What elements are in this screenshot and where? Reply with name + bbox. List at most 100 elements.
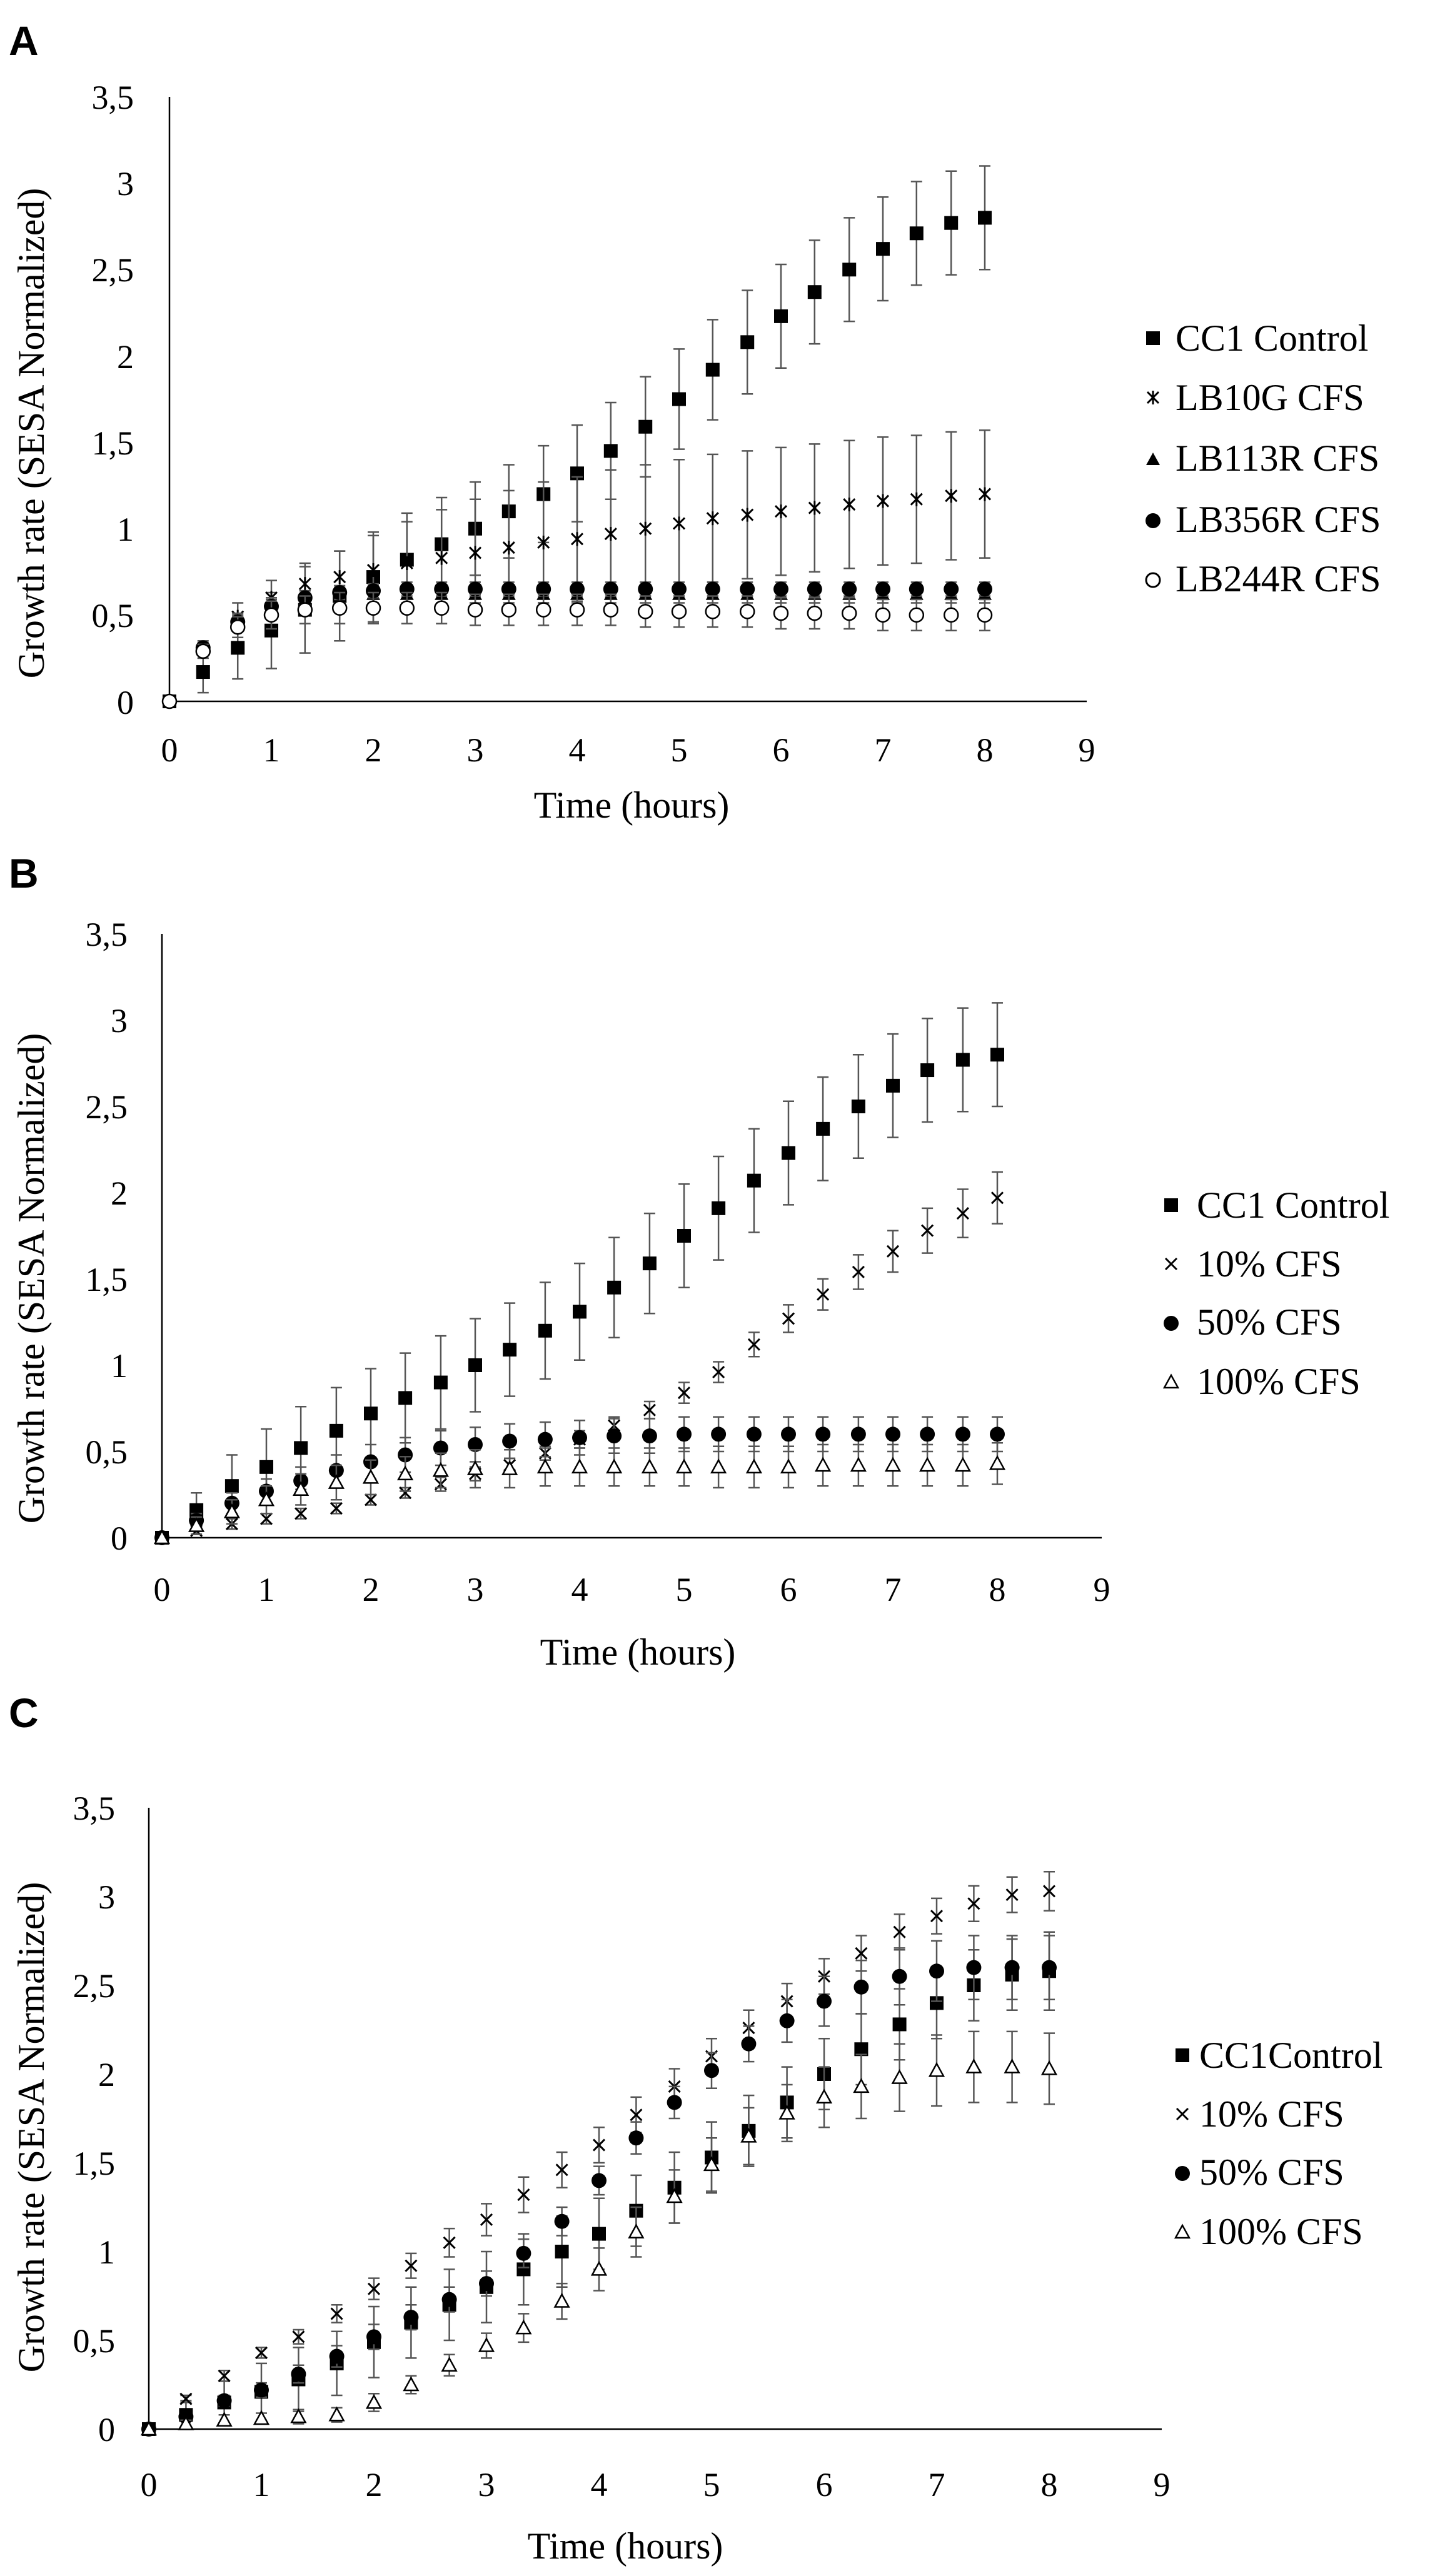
y-tick: 2,5 bbox=[73, 1967, 116, 2005]
y-tick: 1,5 bbox=[86, 1261, 128, 1298]
x-tick: 5 bbox=[703, 2466, 720, 2503]
data-point-circle bbox=[779, 2013, 795, 2028]
legend-item-b-50: 50% CFS bbox=[1164, 1301, 1342, 1343]
y-tick: 0 bbox=[117, 684, 134, 721]
data-point-open-triangle bbox=[675, 1458, 693, 1474]
data-point-open-triangle bbox=[740, 2127, 757, 2143]
legend-item-c-10: 10% CFS bbox=[1176, 2093, 1344, 2135]
data-point-square bbox=[807, 285, 822, 299]
plot-area bbox=[140, 1808, 1162, 2437]
panel-a: A Growth rate (SESA Normalized) Time (ho… bbox=[9, 18, 1381, 826]
data-point-square bbox=[592, 2227, 606, 2241]
data-point-circle bbox=[667, 2095, 682, 2110]
data-point-square bbox=[196, 665, 210, 679]
x-tick: 7 bbox=[885, 1571, 902, 1608]
legend-item-a-lb113r: LB113R CFS bbox=[1146, 438, 1379, 479]
data-point-circle bbox=[781, 1426, 796, 1442]
data-point-open-triangle bbox=[403, 2376, 420, 2392]
y-tick: 0 bbox=[98, 2411, 115, 2448]
data-point-x bbox=[1005, 1888, 1019, 1902]
data-point-x bbox=[218, 2369, 231, 2382]
data-point-open-triangle bbox=[1004, 2058, 1020, 2073]
data-point-square bbox=[842, 263, 857, 277]
data-point-open-circle bbox=[977, 607, 993, 623]
x-tick: 4 bbox=[591, 2466, 608, 2503]
data-point-open-triangle bbox=[745, 1458, 763, 1474]
data-point-open-triangle bbox=[703, 2156, 720, 2172]
data-point-circle bbox=[853, 1979, 869, 1995]
x-axis-title-c: Time (hours) bbox=[528, 2525, 723, 2567]
data-point-open-triangle bbox=[628, 2223, 645, 2239]
legend-open-triangle-marker bbox=[1174, 2223, 1191, 2239]
legend-item-c-100: 100% CFS bbox=[1174, 2211, 1363, 2252]
data-point-x bbox=[967, 1897, 980, 1910]
x-tick: 3 bbox=[467, 731, 484, 769]
data-point-open-circle bbox=[569, 602, 585, 618]
x-tick: 3 bbox=[478, 2466, 495, 2503]
data-point-circle bbox=[875, 581, 890, 597]
data-point-square bbox=[231, 641, 245, 655]
panel-c: C Growth rate (SESA Normalized) Time (ho… bbox=[9, 1690, 1382, 2567]
data-point-circle bbox=[502, 1433, 518, 1449]
data-point-open-triangle bbox=[515, 2319, 532, 2335]
x-tick: 1 bbox=[263, 731, 280, 769]
y-ticks-b: 0 0,5 1 1,5 2 2,5 3 3,5 bbox=[86, 916, 128, 1557]
data-point-circle bbox=[955, 1426, 970, 1442]
data-point-square bbox=[259, 1460, 273, 1474]
data-point-circle bbox=[740, 581, 755, 597]
legend-item-a-lb356r: LB356R CFS bbox=[1146, 499, 1381, 540]
data-point-square bbox=[854, 2042, 869, 2057]
data-point-open-triangle bbox=[328, 1474, 345, 1489]
data-point-square bbox=[294, 1441, 308, 1455]
data-point-open-triangle bbox=[666, 2188, 683, 2203]
data-point-x bbox=[367, 2282, 381, 2295]
data-point-open-triangle bbox=[571, 1458, 588, 1474]
legend-circle-marker bbox=[1146, 513, 1161, 528]
data-point-x bbox=[399, 1486, 412, 1500]
data-point-open-triangle bbox=[553, 2292, 570, 2308]
data-point-open-triangle bbox=[362, 1468, 380, 1484]
data-point-circle bbox=[966, 1960, 982, 1975]
data-point-open-circle bbox=[501, 602, 517, 618]
data-point-circle bbox=[672, 581, 687, 597]
data-point-circle bbox=[892, 1968, 907, 1984]
data-point-open-triangle bbox=[365, 2393, 383, 2409]
data-point-x bbox=[886, 1245, 900, 1258]
data-point-square bbox=[516, 2262, 531, 2277]
x-tick: 6 bbox=[773, 731, 790, 769]
data-point-open-triangle bbox=[590, 2260, 608, 2276]
panel-b: B Growth rate (SESA Normalized) Time (ho… bbox=[9, 850, 1389, 1673]
data-point-circle bbox=[1042, 1960, 1057, 1975]
x-tick: 0 bbox=[141, 2466, 158, 2503]
data-point-x bbox=[747, 1338, 760, 1351]
data-point-square bbox=[503, 1343, 517, 1357]
data-point-square bbox=[468, 1358, 482, 1372]
data-point-open-circle bbox=[841, 605, 857, 621]
data-point-x bbox=[643, 1403, 656, 1416]
x-ticks-a: 0 1 2 3 4 5 6 7 8 9 bbox=[161, 731, 1095, 769]
data-point-star-x bbox=[741, 508, 754, 522]
data-point-open-triangle bbox=[641, 1458, 658, 1474]
data-point-open-circle bbox=[637, 604, 653, 619]
data-point-x bbox=[893, 1925, 906, 1938]
data-point-circle bbox=[570, 581, 585, 597]
data-point-star-x bbox=[298, 577, 311, 591]
data-point-square bbox=[816, 1121, 830, 1136]
data-point-circle bbox=[909, 581, 924, 597]
data-point-star-x bbox=[333, 570, 346, 584]
data-point-square bbox=[398, 1391, 413, 1405]
legend-label: 50% CFS bbox=[1199, 2152, 1344, 2193]
data-point-open-triangle bbox=[396, 1465, 414, 1481]
data-point-square bbox=[851, 1100, 865, 1113]
data-point-square bbox=[886, 1078, 900, 1093]
x-axis-title-b: Time (hours) bbox=[540, 1631, 736, 1673]
data-point-star-x bbox=[774, 504, 788, 519]
data-point-open-triangle bbox=[891, 2069, 908, 2084]
x-tick: 9 bbox=[1154, 2466, 1171, 2503]
data-point-circle bbox=[468, 1436, 483, 1452]
data-point-open-triangle bbox=[605, 1458, 623, 1474]
data-point-open-circle bbox=[195, 643, 211, 659]
y-tick: 1 bbox=[111, 1347, 128, 1385]
y-ticks-a: 0 0,5 1 1,5 2 2,5 3 3,5 bbox=[92, 79, 134, 721]
legend-label: 50% CFS bbox=[1197, 1301, 1342, 1343]
